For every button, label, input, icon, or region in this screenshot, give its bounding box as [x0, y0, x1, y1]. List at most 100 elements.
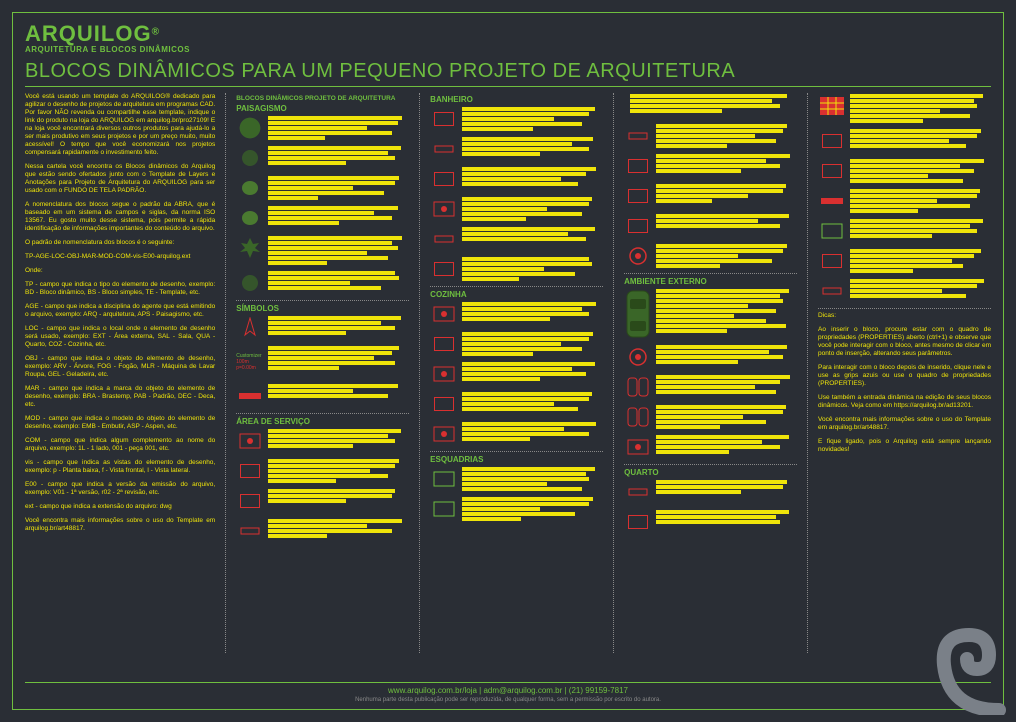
col5-top-item-4 [818, 218, 991, 244]
col5-top-item-2 [818, 158, 991, 184]
paisagismo-list-item-1 [236, 145, 409, 171]
hr-simb [236, 413, 409, 414]
tip-2: Para interagir com o bloco depois de ins… [818, 364, 991, 388]
externo-list-item-3 [624, 434, 797, 460]
intro-para-13: vis - campo que indica as vistas do elem… [25, 459, 215, 475]
intro-para-14: E00 - campo que indica a versão da emiss… [25, 481, 215, 497]
thin-red-icon [624, 479, 652, 505]
intro-para-1: Nessa cartela você encontra os Blocos di… [25, 163, 215, 195]
col-intro: Você está usando um template do ARQUILOG… [25, 93, 215, 653]
intro-para-4: TP-AGE-LOC-OBJ-MAR-MOD-COM-vis-E00-arqui… [25, 253, 215, 261]
intro-para-12: COM - campo que indica algum complemento… [25, 437, 215, 453]
brand-row: ARQUILOG® [25, 21, 991, 47]
tip-1: Ao inserir o bloco, procure estar com o … [818, 326, 991, 358]
columns-wrap: Você está usando um template do ARQUILOG… [25, 93, 991, 653]
externo-list-item-1 [624, 374, 797, 400]
green-box-icon [430, 496, 458, 522]
grid-icon [818, 93, 846, 119]
col-5: Dicas: Ao inserir o bloco, procure estar … [818, 93, 991, 653]
cozinha-list-item-1 [430, 331, 603, 357]
paisagismo-list-item-0 [236, 115, 409, 141]
section-area-servico: ÁREA DE SERVIÇO [236, 417, 409, 426]
tree-round-icon [236, 115, 264, 141]
col4-top-item-1 [624, 123, 797, 149]
hr-coz [430, 451, 603, 452]
col-2: BLOCOS DINÂMICOS PROJETO DE ARQUITETURA … [236, 93, 409, 653]
red-double-icon [624, 374, 652, 400]
red-box-dot-icon [236, 428, 264, 454]
servico-list-item-1 [236, 458, 409, 484]
divider-2 [419, 93, 420, 653]
red-rect-icon [624, 153, 652, 179]
quarto-list-item-0 [624, 479, 797, 505]
red-box-dot-icon [430, 421, 458, 447]
swirl-logo [889, 605, 1009, 715]
cozinha-list-item-2 [430, 361, 603, 387]
intro-para-10: MAR - campo que indica a marca do objeto… [25, 385, 215, 409]
red-fill-icon [818, 188, 846, 214]
hr-c4a [624, 273, 797, 274]
intro-para-8: LOC - campo que indica o local onde o el… [25, 325, 215, 349]
intro-para-11: MOD - campo que indica o modelo do objet… [25, 415, 215, 431]
simbolos-item-0 [236, 315, 409, 341]
col5-top-item-5 [818, 248, 991, 274]
hr-ban [430, 286, 603, 287]
hr-pais [236, 300, 409, 301]
section-quarto: QUARTO [624, 468, 797, 477]
servico-list-item-0 [236, 428, 409, 454]
banheiro-list-item-3 [430, 196, 603, 222]
simbolos-list-item-0 [236, 383, 409, 409]
tree-leaf-icon [236, 175, 264, 201]
red-fill-icon [236, 383, 264, 409]
footer: www.arquilog.com.br/loja | adm@arquilog.… [13, 682, 1003, 703]
banheiro-list-item-5 [430, 256, 603, 282]
externo-car [624, 288, 797, 340]
red-rect-icon [430, 106, 458, 132]
tip-0: Dicas: [818, 312, 991, 320]
thin-red-icon [624, 123, 652, 149]
red-box-dot-icon [430, 196, 458, 222]
col4-top-item-2 [624, 153, 797, 179]
tree-small-icon [236, 270, 264, 296]
tree-leaf-icon [236, 205, 264, 231]
esquadrias-list-item-0 [430, 466, 603, 492]
car-icon [624, 288, 652, 340]
tip-5: E fique ligado, pois o Arquilog está sem… [818, 438, 991, 454]
tip-3: Use também a entrada dinâmica na edição … [818, 394, 991, 410]
section-banheiro: BANHEIRO [430, 95, 603, 104]
footer-rule [25, 682, 991, 683]
footer-copyright: Nenhuma parte desta publicação pode ser … [13, 697, 1003, 703]
intro-para-6: TP - campo que indica o tipo do elemento… [25, 281, 215, 297]
paisagismo-list-item-3 [236, 205, 409, 231]
intro-para-2: A nomenclatura dos blocos segue o padrão… [25, 201, 215, 233]
green-box-icon [430, 466, 458, 492]
col4-top-item-4 [624, 213, 797, 239]
north-icon [236, 315, 264, 341]
divider-3 [613, 93, 614, 653]
col4-top-item-5 [624, 243, 797, 269]
col5-top-item-0 [818, 93, 991, 124]
externo-list-item-2 [624, 404, 797, 430]
esquadrias-list-item-1 [430, 496, 603, 522]
col5-top-item-1 [818, 128, 991, 154]
cozinha-list-item-0 [430, 301, 603, 327]
red-rect-icon [430, 331, 458, 357]
red-box-dot-icon [624, 434, 652, 460]
hr-c5 [818, 308, 991, 309]
intro-para-5: Onde: [25, 267, 215, 275]
red-double-icon [624, 404, 652, 430]
paisagismo-list-item-2 [236, 175, 409, 201]
text-icon [624, 93, 626, 119]
banheiro-list-item-1 [430, 136, 603, 162]
brand-name: ARQUILOG [25, 21, 152, 46]
cozinha-list-item-4 [430, 421, 603, 447]
hr-c4b [624, 464, 797, 465]
red-box-dot-icon [430, 301, 458, 327]
col-3: BANHEIRO COZINHA ESQUADRIAS [430, 93, 603, 653]
green-box-icon [818, 218, 846, 244]
red-circle-icon [624, 243, 652, 269]
section-paisagismo: PAISAGISMO [236, 104, 409, 113]
thin-red-icon [430, 226, 458, 252]
col4-top-item-3 [624, 183, 797, 209]
page-title: BLOCOS DINÂMICOS PARA UM PEQUENO PROJETO… [25, 60, 991, 83]
